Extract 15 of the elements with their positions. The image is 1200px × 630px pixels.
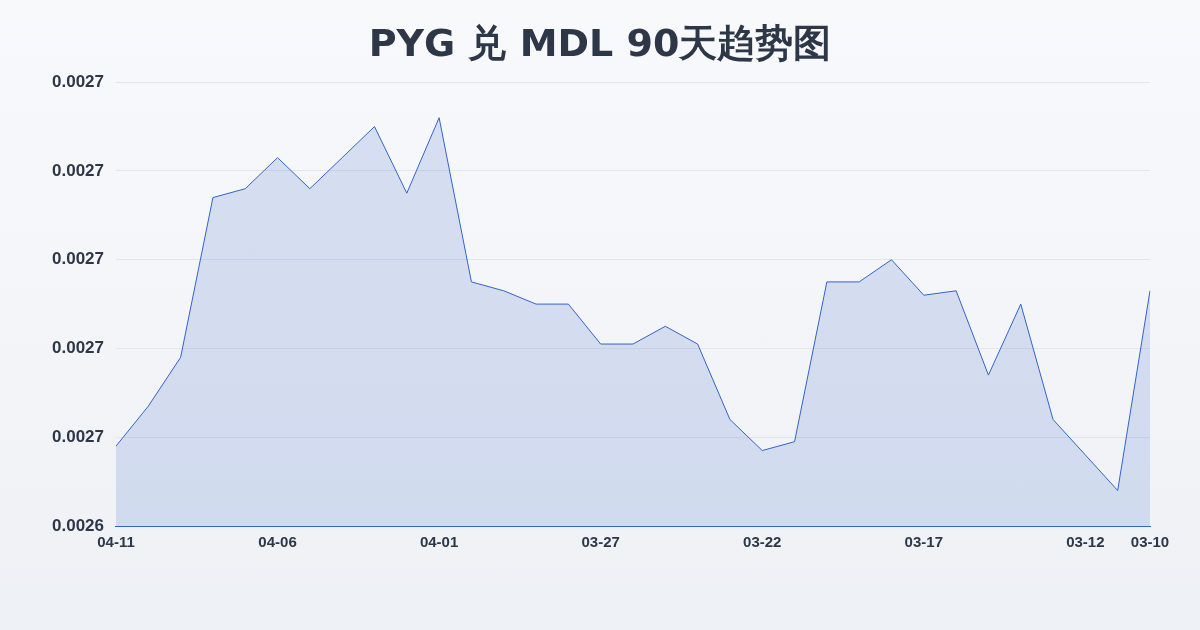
x-tick-label: 03-27: [581, 533, 620, 551]
y-tick-label: 0.0027: [52, 426, 104, 446]
x-tick-label: 04-11: [97, 533, 135, 551]
x-tick-label: 03-12: [1066, 533, 1105, 551]
x-tick-label: 03-10: [1130, 533, 1170, 551]
y-tick-label: 0.0027: [52, 160, 104, 180]
y-tick-label: 0.0027: [52, 338, 104, 358]
x-tick-label: 03-22: [743, 533, 782, 551]
x-tick-label: 03-17: [904, 533, 943, 551]
chart-title: PYG 兑 MDL 90天趋势图: [367, 20, 833, 67]
y-tick-label: 0.0027: [52, 71, 104, 91]
x-tick-label: 04-01: [419, 533, 459, 551]
x-tick-label: 04-06: [258, 533, 297, 551]
y-tick-label: 0.0027: [52, 249, 104, 269]
y-tick-label: 0.0026: [52, 515, 104, 535]
